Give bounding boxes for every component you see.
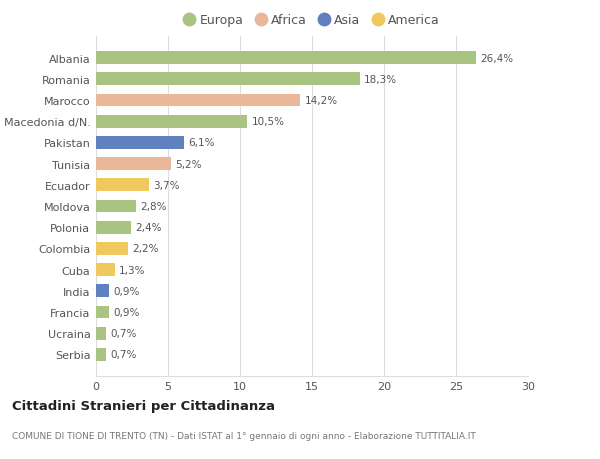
- Text: 10,5%: 10,5%: [251, 117, 284, 127]
- Text: 0,9%: 0,9%: [113, 286, 140, 296]
- Bar: [96, 285, 109, 297]
- Text: 0,7%: 0,7%: [110, 329, 137, 338]
- Bar: [96, 242, 128, 255]
- Text: 26,4%: 26,4%: [481, 54, 514, 63]
- Text: 3,7%: 3,7%: [154, 180, 180, 190]
- Bar: [96, 52, 476, 65]
- Text: 0,7%: 0,7%: [110, 350, 137, 359]
- Text: 14,2%: 14,2%: [305, 96, 338, 106]
- Bar: [96, 200, 136, 213]
- Text: COMUNE DI TIONE DI TRENTO (TN) - Dati ISTAT al 1° gennaio di ogni anno - Elabora: COMUNE DI TIONE DI TRENTO (TN) - Dati IS…: [12, 431, 476, 441]
- Text: 6,1%: 6,1%: [188, 138, 215, 148]
- Text: 2,8%: 2,8%: [140, 202, 167, 212]
- Text: 5,2%: 5,2%: [175, 159, 202, 169]
- Bar: [96, 116, 247, 129]
- Bar: [96, 348, 106, 361]
- Bar: [96, 221, 131, 234]
- Text: 1,3%: 1,3%: [119, 265, 146, 275]
- Text: Cittadini Stranieri per Cittadinanza: Cittadini Stranieri per Cittadinanza: [12, 399, 275, 412]
- Legend: Europa, Africa, Asia, America: Europa, Africa, Asia, America: [184, 14, 440, 27]
- Bar: [96, 158, 171, 171]
- Text: 18,3%: 18,3%: [364, 75, 397, 84]
- Bar: [96, 95, 301, 107]
- Text: 2,4%: 2,4%: [135, 223, 161, 233]
- Bar: [96, 73, 359, 86]
- Bar: [96, 179, 149, 192]
- Text: 2,2%: 2,2%: [132, 244, 158, 254]
- Bar: [96, 327, 106, 340]
- Bar: [96, 306, 109, 319]
- Bar: [96, 263, 115, 276]
- Bar: [96, 137, 184, 150]
- Text: 0,9%: 0,9%: [113, 308, 140, 317]
